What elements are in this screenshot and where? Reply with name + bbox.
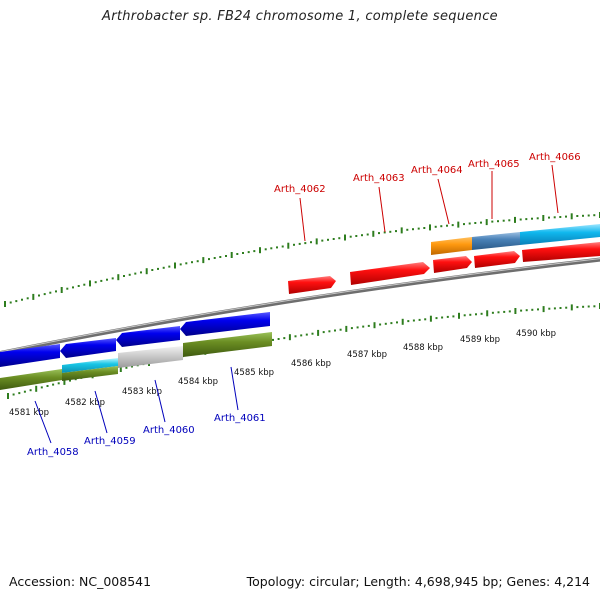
leader-line — [94, 390, 108, 434]
label-arth-4063[interactable]: Arth_4063 — [353, 173, 405, 184]
label-arth-4058[interactable]: Arth_4058 — [27, 447, 79, 458]
gene-arth-4060[interactable] — [116, 326, 180, 347]
accession-text: Accession: NC_008541 — [9, 574, 152, 589]
leader-line — [154, 379, 166, 423]
tick-label: 4589 kbp — [460, 335, 500, 345]
domain-olive-left[interactable] — [0, 369, 62, 390]
tick-label: 4586 kbp — [291, 359, 331, 369]
domain-olive-right[interactable] — [183, 332, 272, 357]
leader-line — [230, 366, 239, 411]
gene-arth-4061[interactable] — [180, 312, 270, 336]
gene-arth-4058[interactable] — [0, 344, 60, 367]
label-arth-4060[interactable]: Arth_4060 — [143, 425, 195, 436]
map-title: Arthrobacter sp. FB24 chromosome 1, comp… — [102, 9, 498, 24]
leader-line — [437, 178, 450, 225]
label-arth-4061[interactable]: Arth_4061 — [214, 413, 266, 424]
tick-label: 4583 kbp — [122, 387, 162, 397]
leader-line — [378, 186, 386, 233]
forward-gene-labels: Arth_4062 Arth_4063 Arth_4064 Arth_4065 … — [274, 152, 581, 242]
tick-label: 4585 kbp — [234, 368, 274, 378]
gene-arth-4062[interactable] — [288, 276, 336, 294]
domain-orange[interactable] — [431, 237, 472, 255]
label-arth-4065[interactable]: Arth_4065 — [468, 159, 520, 170]
forward-domains — [431, 224, 600, 255]
gene-arth-4059[interactable] — [60, 338, 116, 358]
label-arth-4064[interactable]: Arth_4064 — [411, 165, 463, 176]
label-arth-4066[interactable]: Arth_4066 — [529, 152, 581, 163]
forward-genes — [288, 242, 600, 294]
tick-label: 4581 kbp — [9, 408, 49, 418]
chromosome-backbone — [0, 257, 600, 356]
gene-arth-4065[interactable] — [474, 251, 520, 268]
tick-label: 4590 kbp — [516, 329, 556, 339]
gene-arth-4063[interactable] — [350, 262, 430, 285]
tick-label: 4588 kbp — [403, 343, 443, 353]
reverse-domains — [0, 332, 272, 390]
topology-summary: Topology: circular; Length: 4,698,945 bp… — [246, 574, 590, 589]
tick-label: 4587 kbp — [347, 350, 387, 360]
tick-label: 4584 kbp — [178, 377, 218, 387]
domain-olive-mid[interactable] — [62, 366, 118, 381]
outer-tick-ring — [4, 212, 600, 307]
reverse-genes — [0, 312, 270, 367]
leader-line — [34, 400, 52, 444]
reverse-gene-labels: Arth_4058 Arth_4059 Arth_4060 Arth_4061 — [27, 366, 266, 458]
domain-grey[interactable] — [118, 346, 183, 368]
leader-line — [299, 197, 306, 242]
gene-arth-4066[interactable] — [522, 242, 600, 262]
kbp-tick-labels: 4581 kbp 4582 kbp 4583 kbp 4584 kbp 4585… — [9, 329, 556, 418]
label-arth-4059[interactable]: Arth_4059 — [84, 436, 136, 447]
tick-label: 4582 kbp — [65, 398, 105, 408]
domain-sky[interactable] — [520, 224, 600, 245]
domain-cyan[interactable] — [62, 358, 118, 373]
domain-steelblue[interactable] — [472, 232, 520, 250]
gene-arth-4064[interactable] — [433, 256, 472, 273]
leader-line — [551, 164, 559, 214]
label-arth-4062[interactable]: Arth_4062 — [274, 184, 326, 195]
